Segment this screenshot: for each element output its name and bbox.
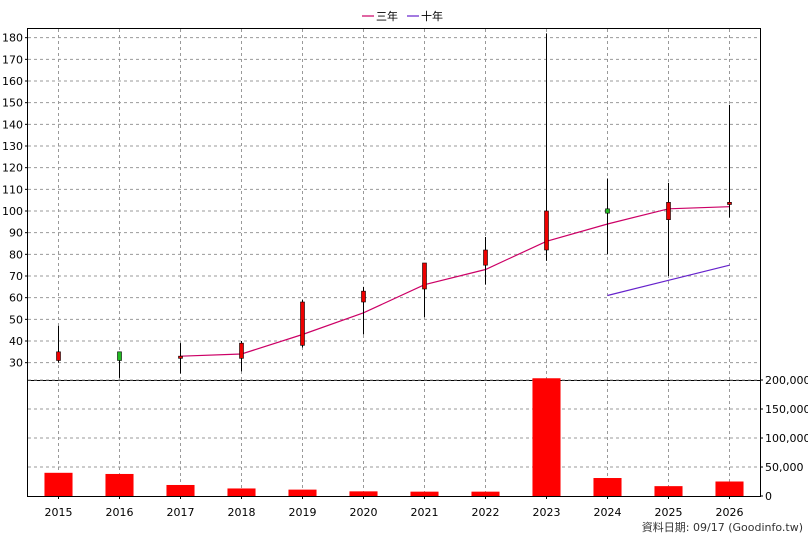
x-axis-ticks: 2015 2016 2017 2018 2019 2020 2021 2022 2023 2024…: [45, 496, 744, 519]
volume-bar: [105, 473, 134, 496]
gridlines: [28, 29, 760, 496]
volume-tick-label: 100,000: [765, 432, 808, 445]
price-tick-label: 160: [2, 75, 23, 88]
price-tick-label: 150: [2, 97, 23, 110]
price-tick-label: 50: [9, 313, 23, 326]
price-tick-label: 80: [9, 248, 23, 261]
source-footer: 資料日期: 09/17 (Goodinfo.tw): [642, 520, 803, 534]
price-tick-label: 40: [9, 335, 23, 348]
volume-bar: [410, 491, 439, 496]
candle-body: [361, 290, 366, 303]
candle-body: [727, 202, 732, 205]
price-tick-label: 140: [2, 118, 23, 131]
candle-body: [422, 262, 427, 290]
price-tick-label: 180: [2, 32, 23, 45]
volume-bar: [44, 472, 73, 496]
volume-bar: [715, 481, 744, 496]
volume-bar: [227, 488, 256, 496]
volume-bar: [532, 378, 561, 496]
price-tick-label: 110: [2, 183, 23, 196]
x-tick-label: 2018: [228, 506, 256, 519]
volume-tick-label: 200,000: [765, 374, 808, 387]
moving-average-lines: [180, 206, 730, 357]
x-tick-label: 2016: [106, 506, 134, 519]
candle-body: [239, 342, 244, 359]
candle-body: [300, 301, 305, 346]
volume-bar: [349, 491, 378, 496]
x-tick-label: 2017: [167, 506, 195, 519]
ma-line: [607, 264, 730, 297]
candle-body: [544, 210, 549, 251]
volume-bars: [44, 378, 744, 496]
price-tick-label: 60: [9, 292, 23, 305]
x-tick-label: 2019: [289, 506, 317, 519]
price-tick-label: 130: [2, 140, 23, 153]
x-tick-label: 2021: [411, 506, 439, 519]
candles: [56, 33, 732, 378]
price-tick-label: 120: [2, 162, 23, 175]
price-tick-label: 170: [2, 53, 23, 66]
price-tick-label: 90: [9, 227, 23, 240]
volume-tick-label: 150,000: [765, 403, 808, 416]
legend: 三年 十年: [362, 9, 443, 23]
price-tick-label: 30: [9, 357, 23, 370]
volume-bar: [593, 478, 622, 496]
candle-body: [483, 249, 488, 266]
candle-body: [117, 351, 122, 361]
volume-bar: [166, 484, 195, 496]
x-tick-label: 2025: [655, 506, 683, 519]
x-tick-label: 2026: [716, 506, 744, 519]
volume-bar: [471, 491, 500, 496]
price-tick-label: 70: [9, 270, 23, 283]
candle-body: [56, 351, 61, 361]
candle-body: [605, 208, 610, 214]
volume-bar: [654, 486, 683, 496]
candle-body: [178, 355, 183, 359]
volume-tick-label: 0: [765, 490, 772, 503]
price-axis-ticks: 30 40 50 60 70 80 90 100 110 120 130 140 150 160 170 18…: [2, 32, 28, 370]
price-tick-label: 100: [2, 205, 23, 218]
legend-label-three-year: 三年: [376, 9, 398, 23]
x-tick-label: 2015: [45, 506, 73, 519]
legend-label-ten-year: 十年: [421, 9, 443, 23]
x-tick-label: 2022: [472, 506, 500, 519]
ma-line: [180, 206, 730, 357]
volume-bar: [288, 489, 317, 496]
volume-tick-label: 50,000: [765, 461, 804, 474]
x-tick-label: 2020: [350, 506, 378, 519]
volume-axis-ticks: 0 50,000 100,000 150,000 200,000: [760, 374, 808, 503]
x-tick-label: 2024: [594, 506, 622, 519]
candle-body: [666, 202, 671, 220]
x-tick-label: 2023: [533, 506, 561, 519]
